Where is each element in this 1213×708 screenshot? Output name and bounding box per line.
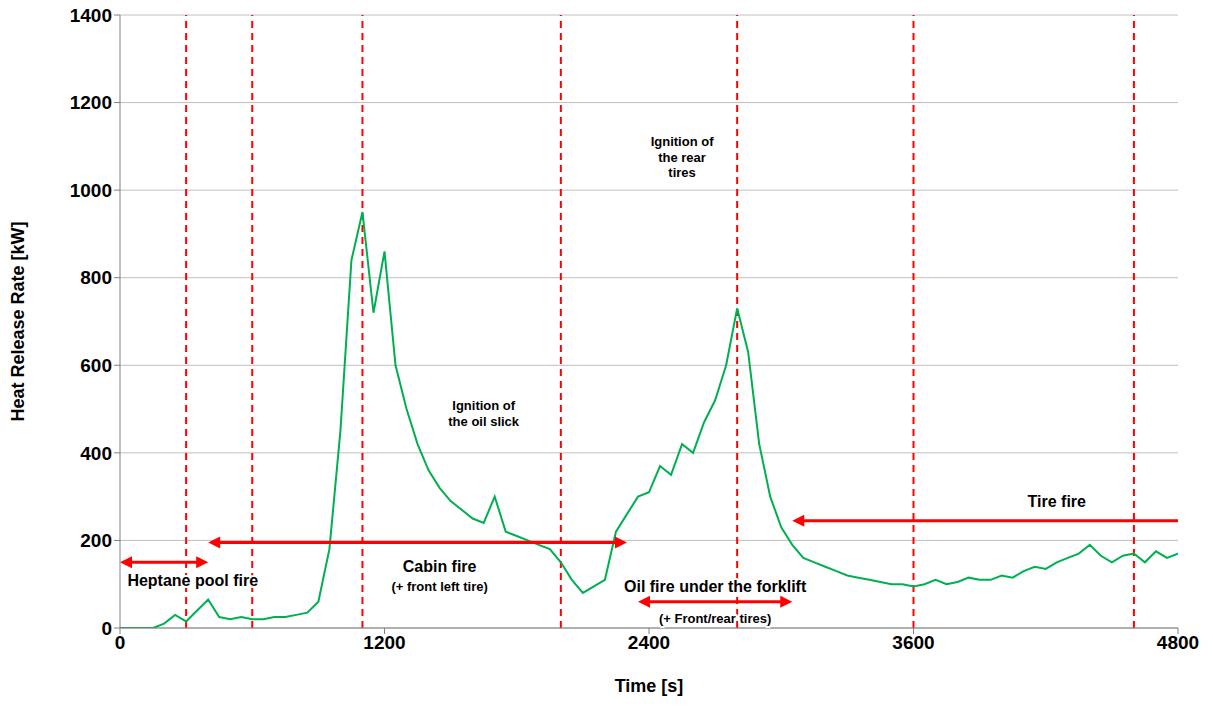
svg-text:1000: 1000 xyxy=(70,180,112,201)
svg-text:600: 600 xyxy=(80,355,112,376)
svg-text:3600: 3600 xyxy=(892,632,934,653)
svg-text:400: 400 xyxy=(80,443,112,464)
svg-text:(+ front left tire): (+ front left tire) xyxy=(391,579,487,594)
svg-text:1200: 1200 xyxy=(363,632,405,653)
svg-text:the oil slick: the oil slick xyxy=(448,414,520,429)
svg-text:Ignition of: Ignition of xyxy=(452,398,515,413)
svg-text:Heat Release Rate [kW]: Heat Release Rate [kW] xyxy=(8,221,28,421)
svg-text:Heptane pool fire: Heptane pool fire xyxy=(127,572,258,589)
svg-text:1200: 1200 xyxy=(70,92,112,113)
svg-text:the rear: the rear xyxy=(658,150,706,165)
svg-text:2400: 2400 xyxy=(628,632,670,653)
svg-text:200: 200 xyxy=(80,530,112,551)
svg-text:1400: 1400 xyxy=(70,5,112,26)
svg-text:Oil fire under the forklift: Oil fire under the forklift xyxy=(624,578,807,595)
svg-text:0: 0 xyxy=(101,618,112,639)
svg-text:Tire fire: Tire fire xyxy=(1028,493,1087,510)
svg-text:Ignition of: Ignition of xyxy=(651,134,714,149)
svg-text:(+ Front/rear tires): (+ Front/rear tires) xyxy=(659,611,771,626)
svg-text:tires: tires xyxy=(668,165,695,180)
svg-text:0: 0 xyxy=(115,632,126,653)
svg-text:4800: 4800 xyxy=(1157,632,1199,653)
svg-text:800: 800 xyxy=(80,267,112,288)
svg-text:Cabin fire: Cabin fire xyxy=(403,558,477,575)
svg-text:Time [s]: Time [s] xyxy=(615,676,684,696)
